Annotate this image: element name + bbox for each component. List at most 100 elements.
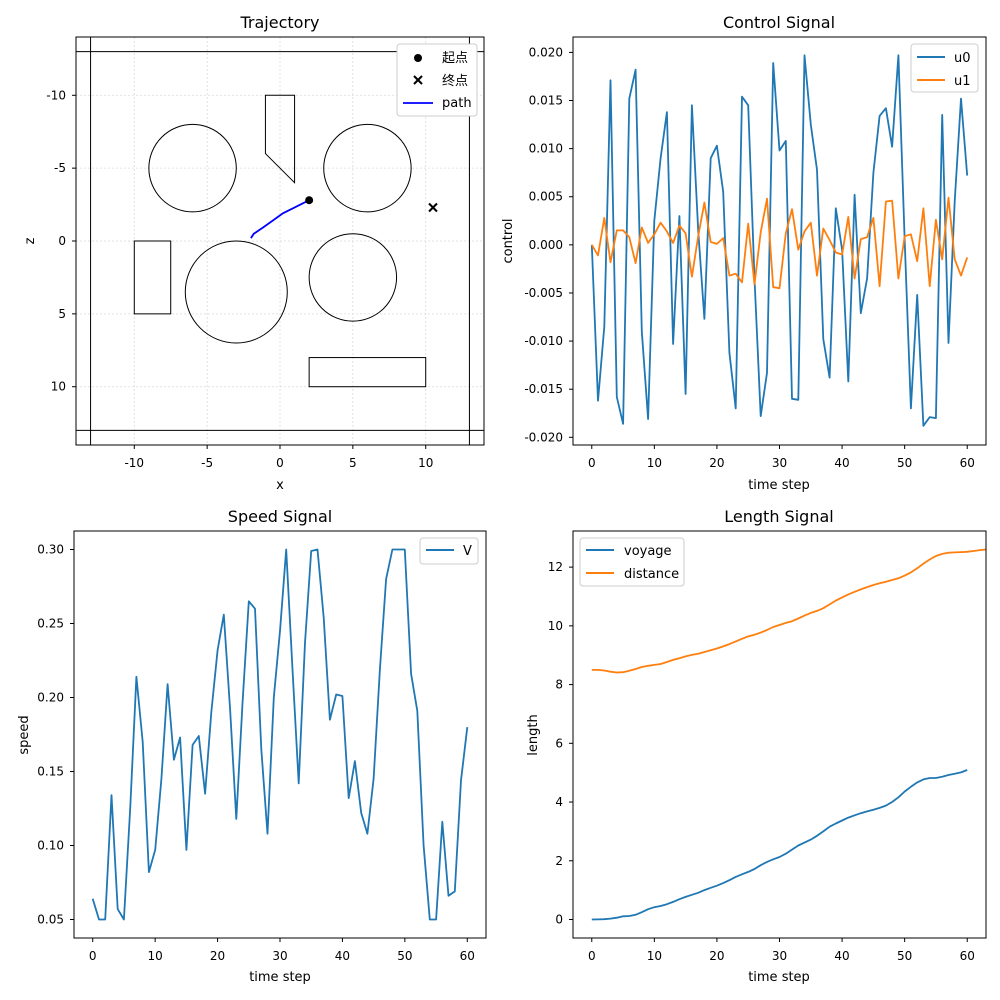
length-series bbox=[591, 548, 987, 921]
legend-end-marker bbox=[413, 75, 423, 85]
circle-obstacle bbox=[308, 233, 398, 322]
length-series-voyage-line bbox=[591, 769, 968, 921]
x-tick-label: 10 bbox=[418, 456, 433, 470]
trajectory-markers bbox=[305, 196, 438, 213]
control-x-tick-label: 0 bbox=[588, 456, 596, 470]
x-tick-label: -5 bbox=[201, 456, 213, 470]
length-x-tick-label: 50 bbox=[897, 949, 912, 963]
control-x-tick-label: 60 bbox=[960, 456, 975, 470]
control-y-tick-label: 0.005 bbox=[529, 190, 563, 204]
trajectory-path-layer bbox=[250, 199, 310, 239]
control-series bbox=[590, 54, 969, 427]
circle-obstacle bbox=[184, 240, 288, 344]
control-x-tick-label: 40 bbox=[834, 456, 849, 470]
legend-end-label: 终点 bbox=[442, 73, 468, 89]
circle-obstacle bbox=[323, 123, 412, 213]
trajectory-grid bbox=[76, 37, 484, 445]
control-y-tick-label: -0.020 bbox=[524, 430, 563, 444]
length-x-tick-label: 30 bbox=[772, 949, 787, 963]
start-point-marker bbox=[305, 196, 314, 205]
x-tick-label: 5 bbox=[349, 456, 357, 470]
length-legend: voyage distance bbox=[579, 537, 685, 587]
control-y-tick-label: 0.015 bbox=[529, 94, 563, 108]
speed-x-tick-label: 30 bbox=[272, 949, 287, 963]
trajectory-ylabel: z bbox=[23, 237, 38, 244]
speed-legend: V bbox=[419, 537, 479, 565]
speed-y-tick-label: 0.20 bbox=[37, 691, 64, 705]
circle-obstacle bbox=[148, 123, 237, 213]
length-x-tick-label: 20 bbox=[709, 949, 724, 963]
speed-ylabel: speed bbox=[17, 715, 32, 754]
length-ylabel: length bbox=[526, 714, 541, 755]
y-tick-label: 10 bbox=[51, 380, 66, 394]
y-tick-label: -10 bbox=[46, 88, 66, 102]
legend-start-marker bbox=[414, 54, 422, 62]
length-x-tick-label: 40 bbox=[834, 949, 849, 963]
control-y-tick-label: 0.020 bbox=[529, 45, 563, 59]
control-y-tick-label: -0.010 bbox=[524, 334, 563, 348]
speed-x-tick-label: 50 bbox=[397, 949, 412, 963]
length-title: Length Signal bbox=[724, 507, 833, 526]
trajectory-panel: Trajectory x z -10 -5 0 5 10 -10 -5 0 5 10 起点 终点 … bbox=[23, 13, 485, 493]
speed-x-tick-label: 10 bbox=[148, 949, 163, 963]
y-tick-label: 0 bbox=[58, 234, 66, 248]
x-tick-label: -10 bbox=[124, 456, 144, 470]
length-y-tick-label: 6 bbox=[555, 736, 563, 750]
polygon-obstacle bbox=[264, 94, 296, 184]
length-y-tick-label: 2 bbox=[555, 854, 563, 868]
control-ticks: 0 10 20 30 40 50 60 -0.020 -0.015 -0.010 -0.005 0.0… bbox=[524, 45, 975, 470]
control-x-tick-label: 30 bbox=[772, 456, 787, 470]
legend-start-label: 起点 bbox=[442, 51, 468, 66]
length-panel: Length Signal time step length 0 10 20 30 40… bbox=[526, 507, 987, 985]
control-panel: Control Signal time step control 0 10 20 30… bbox=[501, 13, 987, 493]
legend-voyage-label: voyage bbox=[624, 544, 672, 559]
legend-path-label: path bbox=[442, 96, 472, 111]
speed-xlabel: time step bbox=[249, 970, 311, 985]
trajectory-xlabel: x bbox=[276, 478, 284, 493]
control-ylabel: control bbox=[501, 218, 516, 263]
control-xlabel: time step bbox=[748, 478, 810, 493]
control-y-tick-label: 0.010 bbox=[529, 142, 563, 156]
control-x-tick-label: 20 bbox=[709, 456, 724, 470]
control-x-tick-label: 50 bbox=[897, 456, 912, 470]
speed-y-tick-label: 0.15 bbox=[37, 765, 64, 779]
speed-y-tick-label: 0.05 bbox=[37, 913, 64, 927]
x-tick-label: 0 bbox=[276, 456, 284, 470]
speed-y-tick-label: 0.10 bbox=[37, 839, 64, 853]
rect-obstacle bbox=[133, 240, 172, 315]
speed-x-tick-label: 20 bbox=[210, 949, 225, 963]
trajectory-path-line bbox=[250, 199, 310, 239]
end-point-marker bbox=[428, 202, 438, 213]
legend-distance-label: distance bbox=[624, 567, 679, 582]
length-x-tick-label: 10 bbox=[647, 949, 662, 963]
trajectory-ticks: -10 -5 0 5 10 -10 -5 0 5 10 bbox=[46, 88, 433, 470]
length-y-tick-label: 10 bbox=[548, 619, 563, 633]
speed-y-tick-label: 0.25 bbox=[37, 617, 64, 631]
y-tick-label: 5 bbox=[58, 307, 66, 321]
control-series-u1-line bbox=[591, 196, 969, 290]
length-ticks: 0 10 20 30 40 50 60 0 2 4 6 8 10 12 bbox=[548, 560, 975, 963]
length-y-tick-label: 0 bbox=[555, 913, 563, 927]
control-legend: u0 u1 bbox=[910, 43, 979, 93]
speed-y-tick-label: 0.30 bbox=[37, 543, 64, 557]
trajectory-title: Trajectory bbox=[240, 13, 320, 32]
trajectory-legend: 起点 终点 path bbox=[396, 43, 478, 117]
length-y-tick-label: 8 bbox=[555, 678, 563, 692]
y-tick-label: -5 bbox=[54, 161, 66, 175]
control-y-tick-label: -0.005 bbox=[524, 286, 563, 300]
speed-ticks: 0 10 20 30 40 50 60 0.05 0.10 0.15 0.20 0.25 0.30 bbox=[37, 543, 475, 964]
trajectory-legend-box bbox=[396, 43, 478, 117]
control-x-tick-label: 10 bbox=[647, 456, 662, 470]
speed-title: Speed Signal bbox=[228, 507, 332, 526]
rect-obstacle bbox=[308, 357, 427, 388]
length-y-tick-label: 12 bbox=[548, 560, 563, 574]
length-x-tick-label: 60 bbox=[960, 949, 975, 963]
length-y-tick-label: 4 bbox=[555, 795, 563, 809]
control-title: Control Signal bbox=[723, 13, 835, 32]
end-marker-stroke bbox=[428, 202, 438, 213]
length-x-tick-label: 0 bbox=[588, 949, 596, 963]
speed-x-tick-label: 60 bbox=[460, 949, 475, 963]
legend-u0-label: u0 bbox=[954, 51, 971, 66]
legend-u1-label: u1 bbox=[954, 74, 971, 89]
